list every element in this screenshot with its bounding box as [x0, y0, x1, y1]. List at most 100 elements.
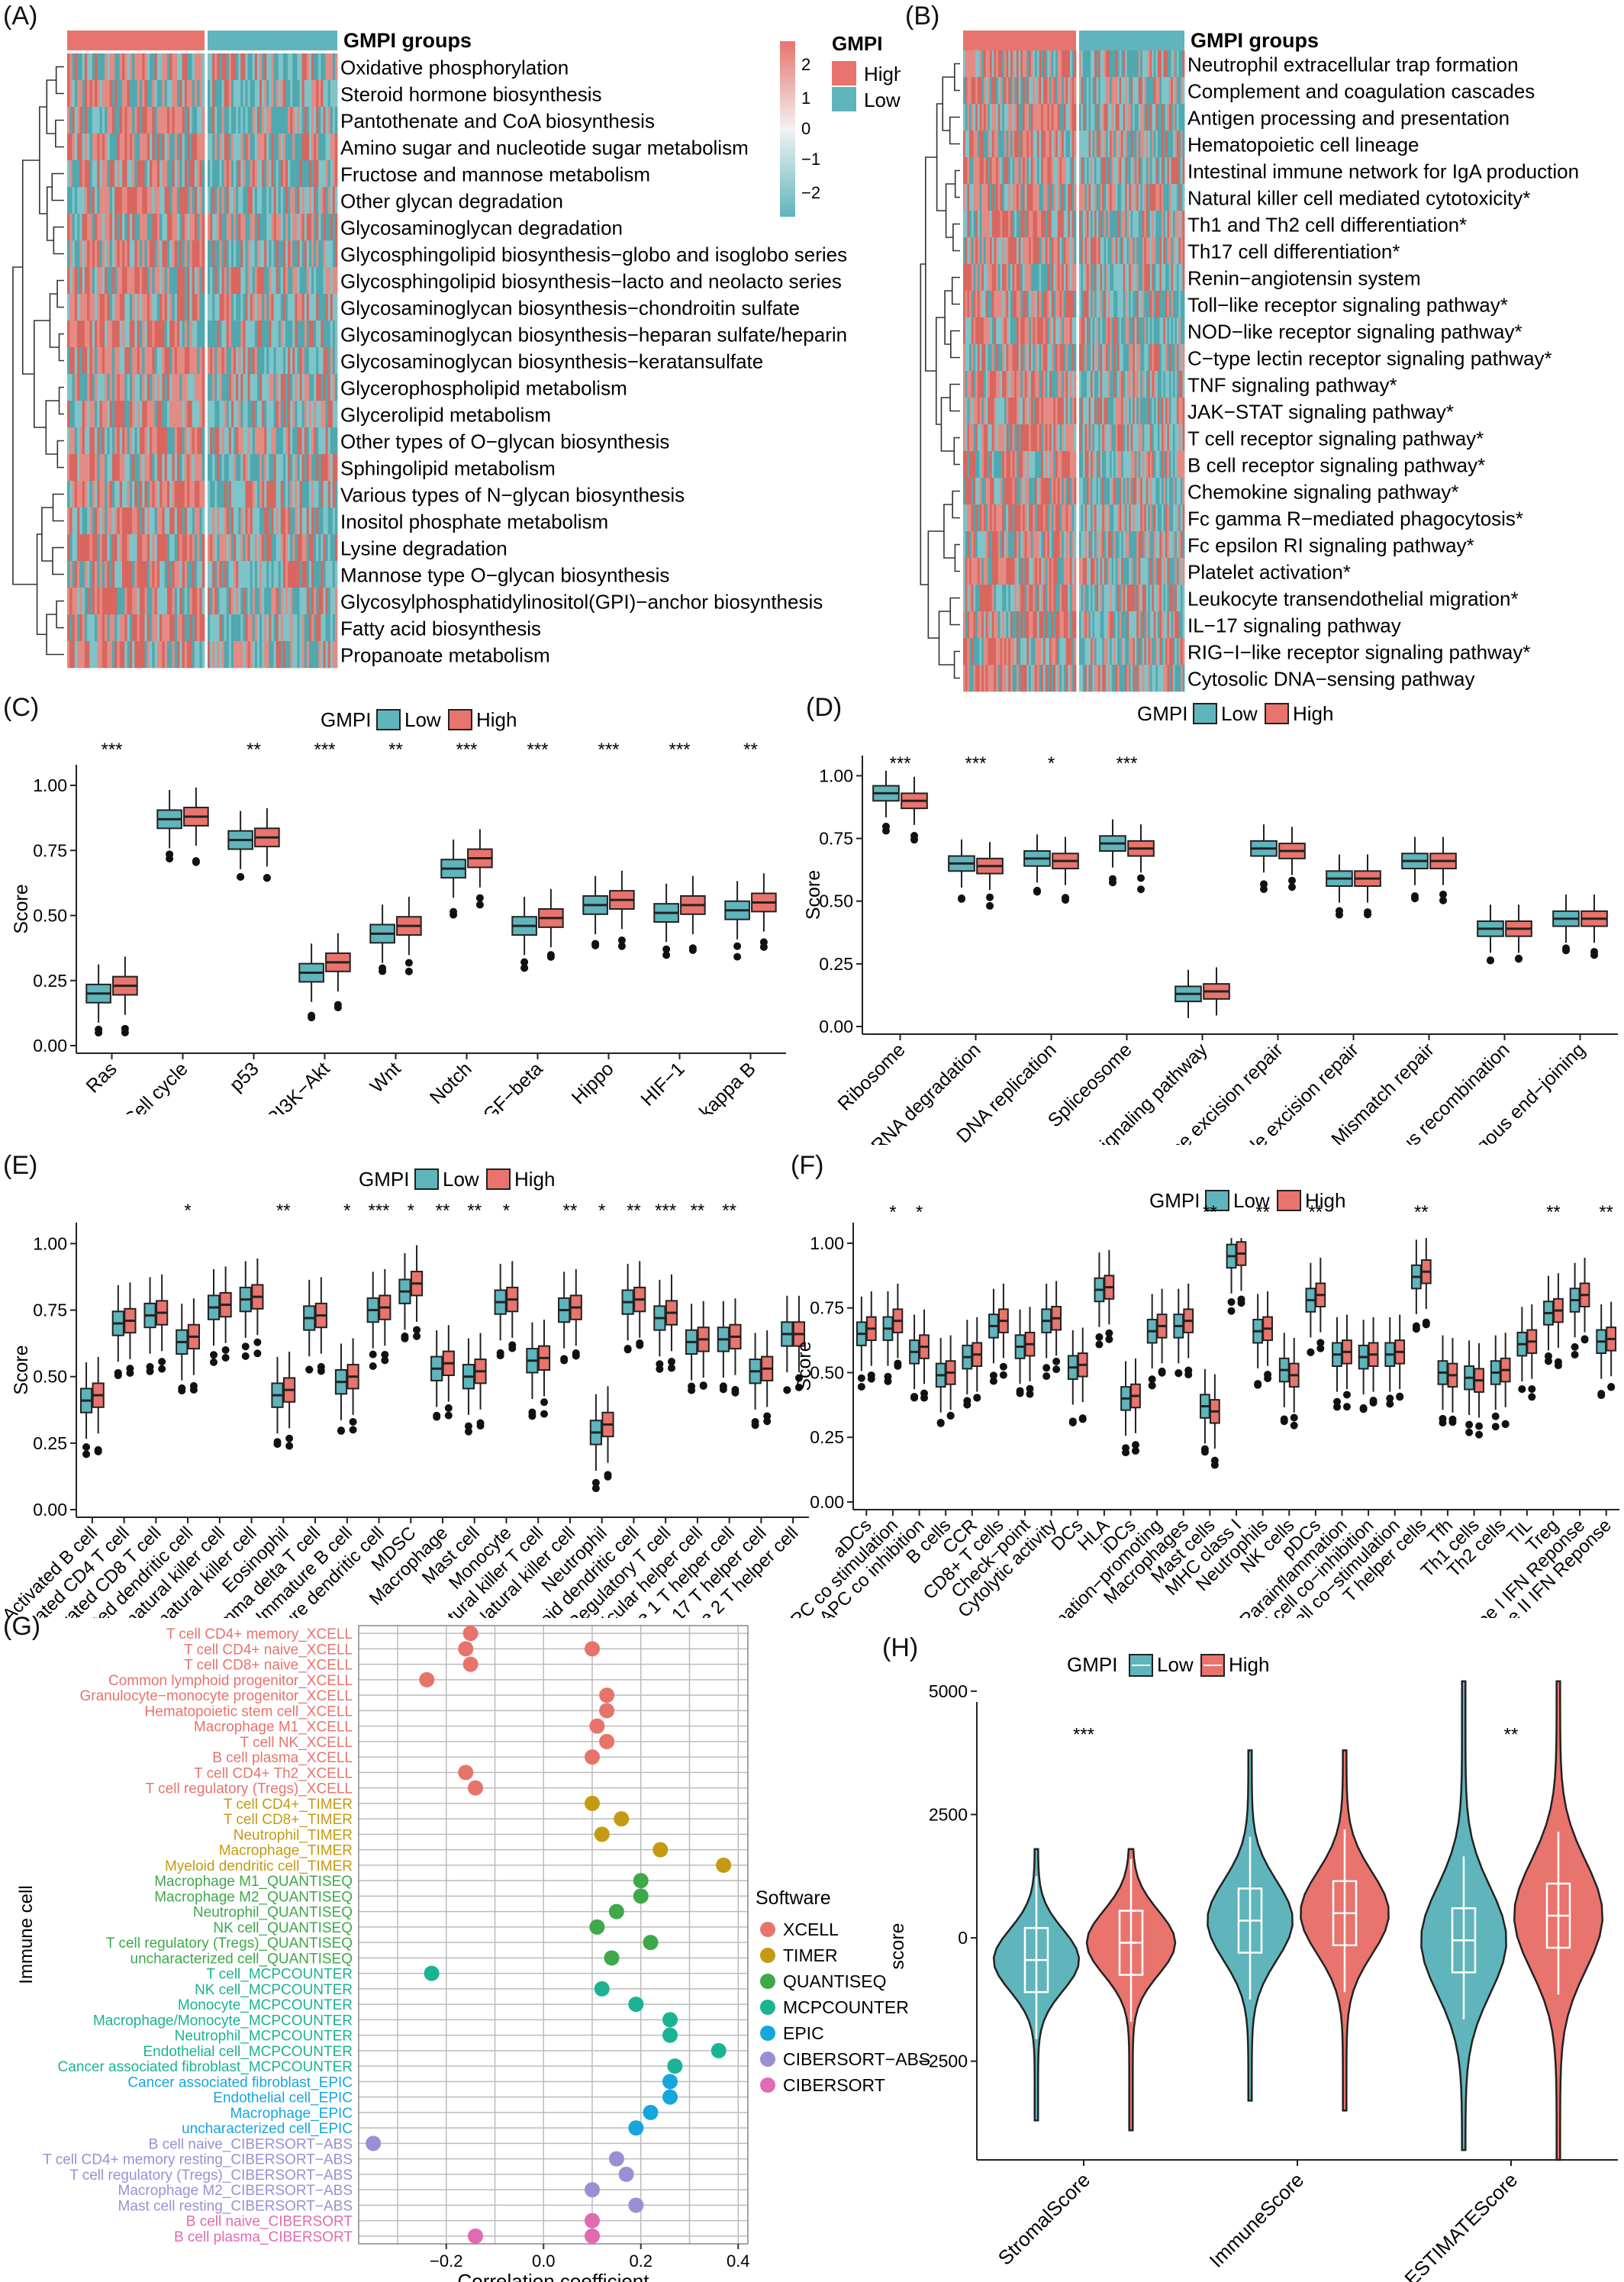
box	[1226, 1238, 1237, 1315]
box	[724, 881, 750, 961]
immune-cell-label: Endothelial cell_EPIC	[213, 2090, 353, 2106]
correlation-point	[628, 2197, 644, 2213]
box	[325, 933, 351, 1012]
significance-label: **	[743, 740, 758, 760]
box	[334, 1343, 348, 1435]
box	[251, 1258, 264, 1358]
legend-title: GMPI	[1137, 702, 1187, 725]
significance-label: ***	[527, 740, 548, 760]
box	[972, 1317, 983, 1402]
row-label: Glycosaminoglycan biosynthesis−heparan s…	[340, 323, 847, 346]
correlation-point	[643, 1935, 659, 1951]
y-tick-label: 0.50	[33, 906, 67, 926]
panel-f-boxplot: GMPI Low High0.000.250.500.751.00ScoreaDCs…	[791, 1189, 1619, 1618]
box	[1447, 1338, 1458, 1426]
y-tick-label: 1.00	[810, 1233, 844, 1253]
row-label: Platelet activation*	[1187, 560, 1351, 583]
box	[1420, 1238, 1432, 1329]
row-label: Neutrophil extracellular trap formation	[1187, 53, 1519, 76]
panel-a-group-legend: GMPI High Low	[832, 32, 901, 111]
box	[1278, 1333, 1290, 1426]
box	[156, 790, 182, 863]
box	[976, 842, 1004, 910]
correlation-point	[662, 2012, 678, 2028]
box	[1174, 969, 1202, 1018]
scale-tick-m2: −2	[801, 183, 820, 202]
box	[1368, 1317, 1379, 1407]
box	[92, 1356, 105, 1455]
x-tick-label: TGF−beta	[471, 1058, 547, 1114]
significance-label: ***	[1116, 753, 1137, 774]
y-tick-label: 0.50	[810, 1362, 844, 1382]
row-label: Fc gamma R−mediated phagocytosis*	[1187, 507, 1523, 530]
immune-cell-label: Mast cell resting_CIBERSORT−ABS	[118, 2198, 353, 2214]
significance-label: ***	[965, 753, 986, 774]
box	[526, 1322, 539, 1420]
panel-b-label: (B)	[905, 2, 940, 31]
box	[909, 1314, 920, 1402]
box	[653, 883, 679, 959]
significance-label: ***	[1073, 1725, 1094, 1745]
row-label: Oxidative phosphorylation	[340, 56, 569, 79]
significance-label: **	[1599, 1202, 1613, 1223]
box	[1342, 1314, 1352, 1411]
significance-label: *	[343, 1201, 350, 1221]
correlation-point	[589, 1718, 605, 1734]
immune-cell-label: Macrophage M1_QUANTISEQ	[154, 1874, 353, 1890]
panel-e-boxplot: GMPI Low High0.000.250.500.751.00ScoreActi…	[0, 1168, 809, 1618]
significance-label: *	[1048, 753, 1055, 774]
immune-cell-label: NK cell_MCPCOUNTER	[195, 1982, 353, 1998]
box	[1209, 1374, 1220, 1469]
row-label: NOD−like receptor signaling pathway*	[1187, 320, 1522, 343]
legend-low: Low	[864, 89, 901, 111]
panel-a-dendrogram	[12, 66, 64, 656]
box	[1051, 1281, 1062, 1374]
box	[1500, 1333, 1511, 1429]
immune-cell-label: Neutrophil_TIMER	[234, 1827, 353, 1843]
immune-cell-label: Macrophage/Monocyte_MCPCOUNTER	[93, 2013, 353, 2029]
row-label: Intestinal immune network for IgA produc…	[1187, 160, 1579, 182]
y-tick-label: 0.25	[810, 1427, 844, 1447]
box	[865, 1291, 877, 1383]
panel-g-label: (G)	[3, 1612, 41, 1641]
panel-a-color-scale: 2 1 0 −1 −2	[780, 41, 820, 217]
row-label: Mannose type O−glycan biosynthesis	[340, 563, 669, 586]
panel-d-boxplot: GMPI Low High 0.00 0.25 0.50 0.75 1.00 Score *** R…	[803, 702, 1618, 1145]
x-tick-label: ImmuneScore	[1205, 2168, 1309, 2272]
panel-h-violin: GMPI Low High −2500 0 2500 5000 score *** Stromal…	[887, 1653, 1618, 2282]
immune-cell-label: T cell regulatory (Tregs)_QUANTISEQ	[106, 1936, 353, 1952]
row-label: Th17 cell differentiation*	[1187, 240, 1400, 263]
panel-c-boxplot: GMPI Low High 0.00 0.25 0.50 0.75 1.00 Score *** R…	[11, 708, 786, 1114]
correlation-point	[604, 1950, 620, 1966]
box	[440, 839, 466, 919]
box	[462, 1338, 475, 1436]
correlation-point	[618, 2166, 634, 2182]
legend: GMPI Low High	[1137, 702, 1333, 725]
box	[697, 1301, 710, 1391]
row-label: Fc epsilon RI signaling pathway*	[1187, 533, 1474, 556]
legend: GMPI Low High	[1149, 1189, 1345, 1212]
correlation-point	[585, 2182, 600, 2198]
immune-cell-label: Granulocyte−monocyte progenitor_XCELL	[79, 1688, 353, 1704]
box	[366, 1272, 379, 1370]
row-label: Glycerolipid metabolism	[340, 403, 551, 426]
box	[1553, 1273, 1564, 1370]
box	[1120, 1361, 1131, 1457]
box	[872, 770, 900, 835]
x-tick-label: Notch	[426, 1058, 476, 1108]
box	[792, 1295, 806, 1391]
correlation-point	[462, 1656, 478, 1672]
significance-label: ***	[456, 740, 477, 760]
box	[749, 1333, 762, 1429]
legend-title: GMPI	[359, 1168, 409, 1191]
y-axis-label: Score	[803, 870, 824, 920]
panel-a-heat-cells	[67, 53, 338, 669]
box	[1437, 1335, 1448, 1427]
legend-item: CIBERSORT	[783, 2075, 885, 2095]
immune-cell-label: Neutrophil_MCPCOUNTER	[175, 2029, 353, 2045]
y-axis-label: Immune cell	[16, 1885, 37, 1984]
row-label: Glycosaminoglycan biosynthesis−chondroit…	[340, 296, 800, 319]
immune-cell-label: T cell CD8+ naive_XCELL	[184, 1658, 353, 1674]
box	[1464, 1340, 1474, 1436]
y-tick-label: 0	[958, 1928, 968, 1948]
